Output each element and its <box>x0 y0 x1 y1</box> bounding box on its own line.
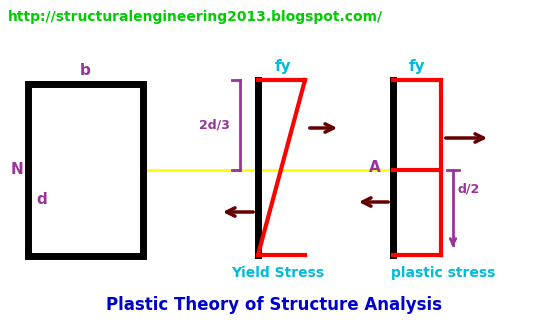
Text: A: A <box>369 159 381 174</box>
Text: fy: fy <box>275 59 292 74</box>
Text: 2d/3: 2d/3 <box>199 118 230 132</box>
Text: plastic stress: plastic stress <box>391 266 495 280</box>
Text: Yield Stress: Yield Stress <box>231 266 324 280</box>
Text: Plastic Theory of Structure Analysis: Plastic Theory of Structure Analysis <box>106 296 442 314</box>
Text: d: d <box>36 192 47 207</box>
Bar <box>28 84 143 256</box>
Text: fy: fy <box>409 59 425 74</box>
Text: d/2: d/2 <box>457 182 480 195</box>
Text: b: b <box>80 63 91 78</box>
Text: http://structuralengineering2013.blogspot.com/: http://structuralengineering2013.blogspo… <box>8 10 383 24</box>
Text: N: N <box>10 162 23 177</box>
